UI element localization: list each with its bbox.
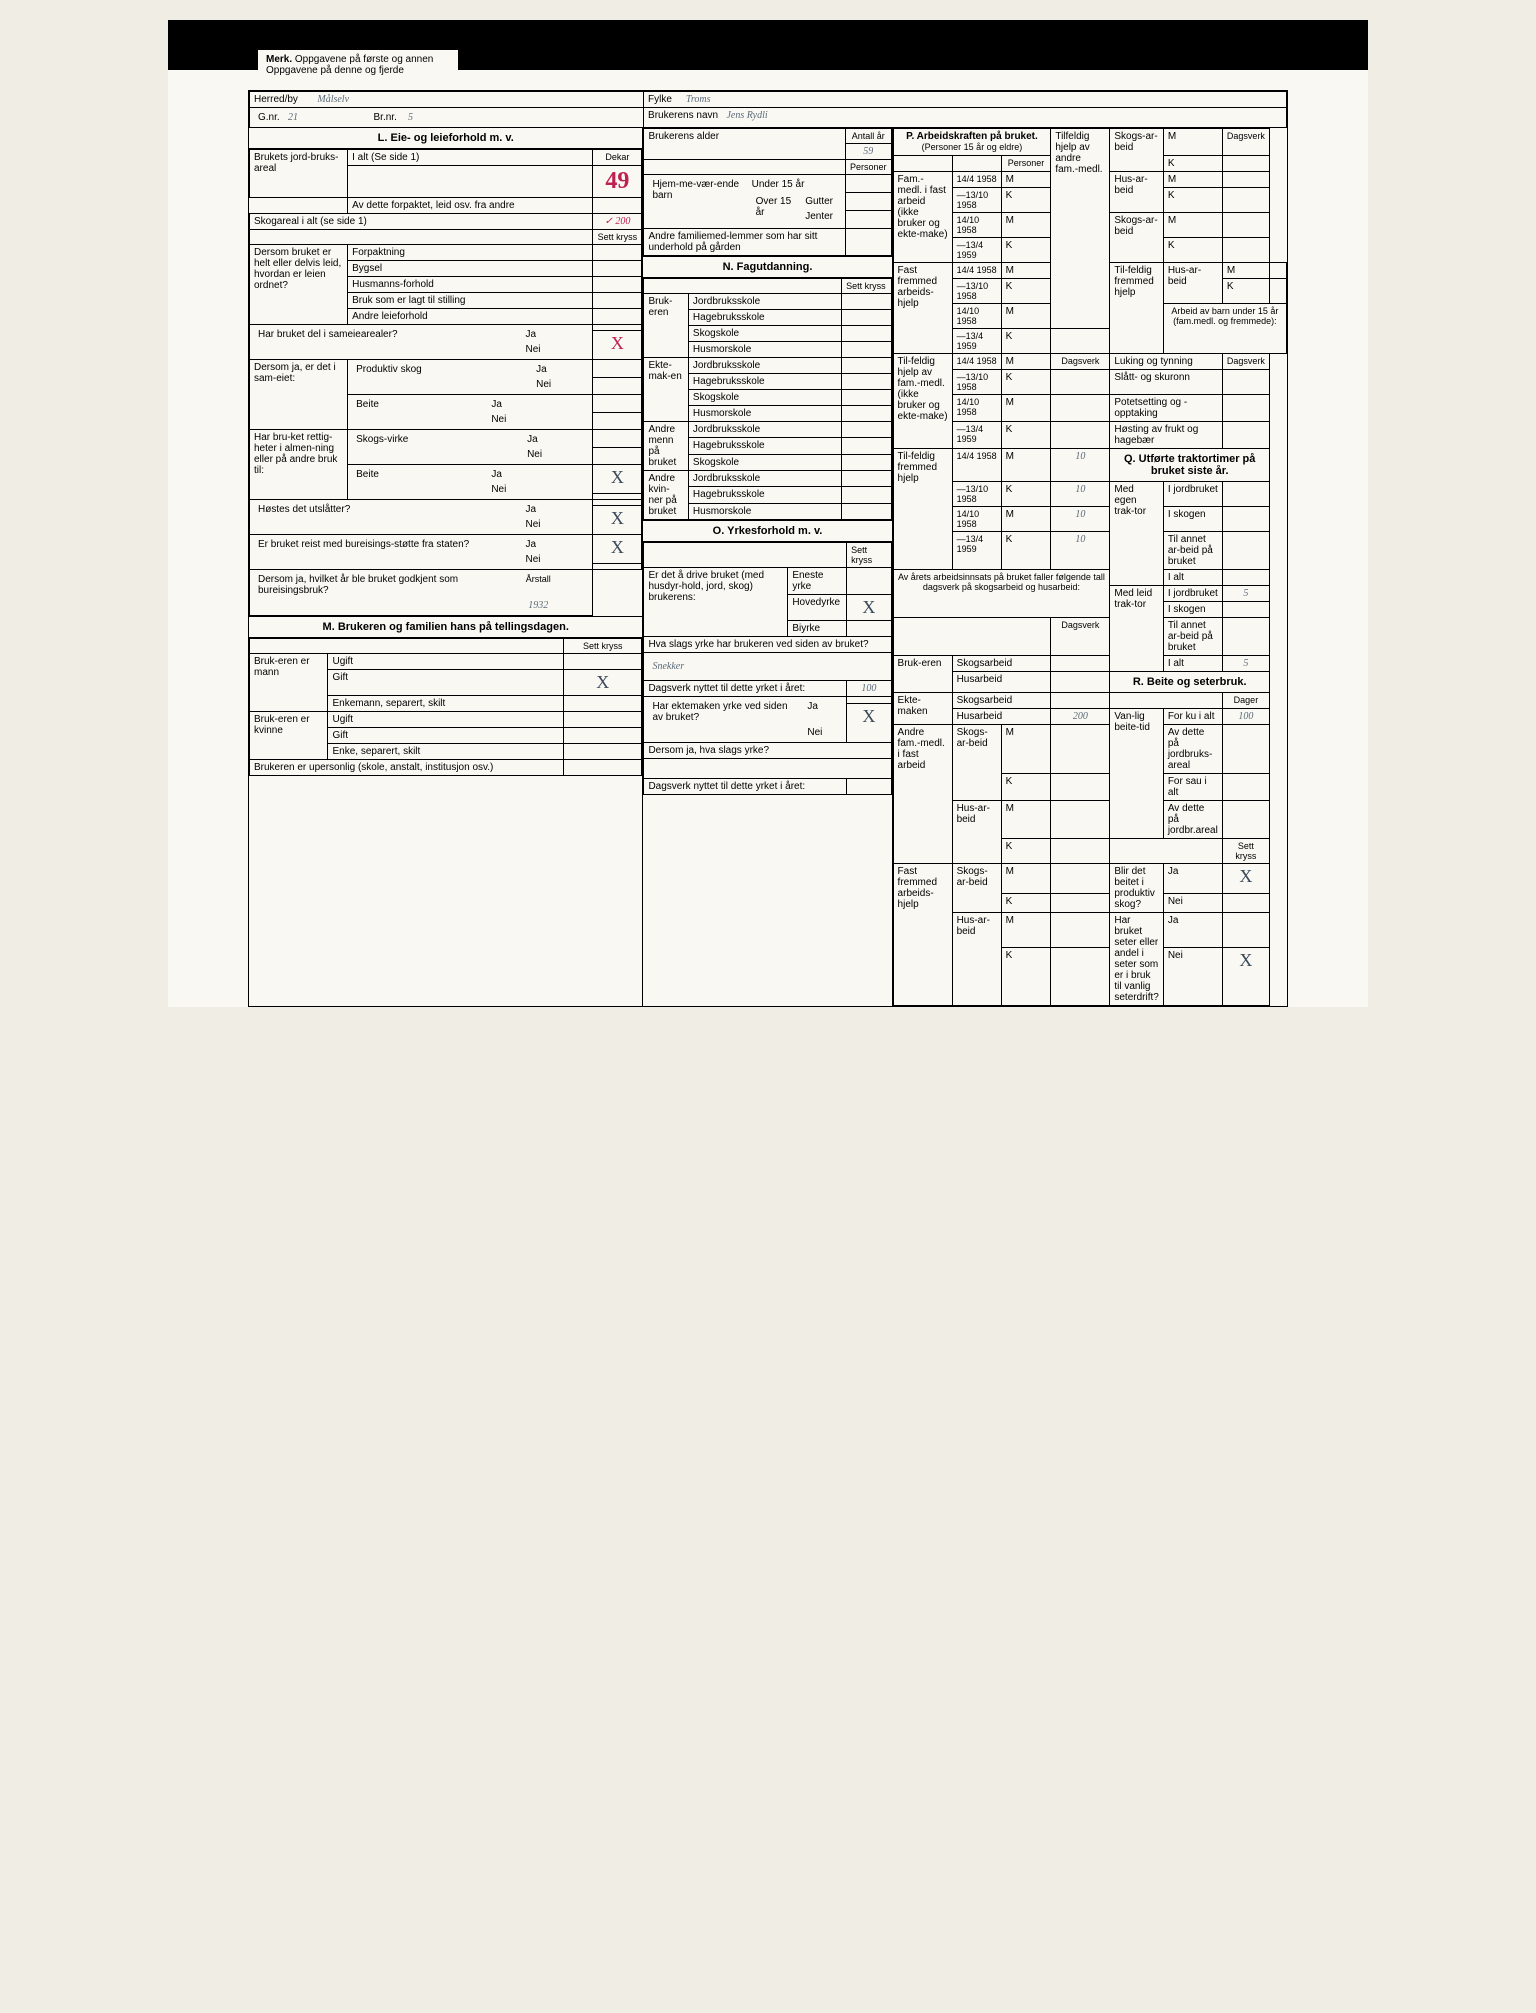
merk-note: Merk. Oppgavene på første og annen Oppga…: [258, 50, 458, 80]
section-R-title: R. Beite og seterbruk.: [1110, 672, 1270, 693]
section-L-title: L. Eie- og leieforhold m. v.: [249, 128, 642, 149]
section-O-table: Sett kryss Er det å drive bruket (med hu…: [643, 542, 891, 795]
section-P-table: P. Arbeidskraften på bruket.(Personer 15…: [893, 128, 1287, 1006]
section-L-table: Brukets jord-bruks-areal I alt (Se side …: [249, 149, 642, 616]
section-O-title: O. Yrkesforhold m. v.: [643, 520, 891, 542]
brukerens-alder-table: Brukerens alderAntall år 59 Personer Hje…: [643, 128, 891, 256]
section-M-title: M. Brukeren og familien hans på tellings…: [249, 616, 642, 638]
section-M-table: Sett kryss Bruk-eren er mannUgift GiftX …: [249, 638, 642, 776]
section-Q-title: Q. Utførte traktortimer på bruket siste …: [1110, 449, 1270, 482]
header-table: Herred/by Målselv Fylke Troms G.nr. 21 B…: [249, 91, 1287, 128]
section-N-title: N. Fagutdanning.: [643, 256, 891, 278]
section-N-table: Sett kryss Bruk-erenJordbruksskole Hageb…: [643, 278, 891, 520]
